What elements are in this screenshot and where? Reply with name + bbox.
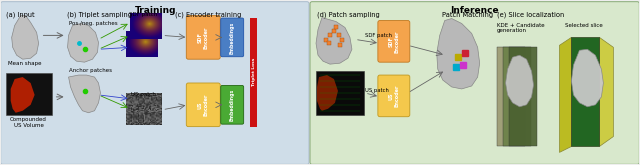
FancyBboxPatch shape: [502, 47, 531, 147]
Polygon shape: [436, 18, 479, 89]
Polygon shape: [316, 17, 352, 64]
Polygon shape: [68, 75, 100, 113]
Text: Training: Training: [134, 6, 176, 15]
Polygon shape: [572, 37, 600, 147]
Text: US
Encoder: US Encoder: [388, 85, 399, 107]
Text: (c) Encoder training: (c) Encoder training: [175, 12, 242, 18]
Text: (b) Triplet sampling: (b) Triplet sampling: [67, 12, 132, 18]
FancyBboxPatch shape: [497, 47, 525, 147]
FancyBboxPatch shape: [250, 17, 257, 127]
FancyBboxPatch shape: [6, 73, 52, 115]
Polygon shape: [317, 75, 338, 111]
Text: SDF
Encoder: SDF Encoder: [198, 26, 209, 49]
Polygon shape: [68, 23, 99, 62]
FancyBboxPatch shape: [1, 2, 309, 164]
FancyBboxPatch shape: [316, 71, 364, 115]
Text: Compounded
US Volume: Compounded US Volume: [10, 117, 47, 128]
Text: Anchor patches: Anchor patches: [68, 68, 111, 73]
Text: Inference: Inference: [451, 6, 499, 15]
Polygon shape: [12, 16, 38, 59]
Text: Patch Matching: Patch Matching: [442, 12, 493, 18]
FancyBboxPatch shape: [221, 18, 244, 57]
Polygon shape: [506, 55, 534, 107]
Text: Triplet Loss: Triplet Loss: [252, 58, 255, 86]
Polygon shape: [572, 49, 604, 107]
Text: Embeddings: Embeddings: [230, 89, 235, 121]
Polygon shape: [600, 37, 613, 147]
FancyBboxPatch shape: [186, 16, 220, 59]
FancyBboxPatch shape: [509, 47, 536, 147]
FancyBboxPatch shape: [378, 75, 410, 117]
FancyBboxPatch shape: [378, 20, 410, 62]
Text: Selected slice: Selected slice: [566, 22, 604, 28]
Text: Pos./neg. patches: Pos./neg. patches: [68, 20, 117, 26]
Text: US patch: US patch: [365, 88, 388, 93]
Polygon shape: [11, 77, 35, 113]
FancyBboxPatch shape: [310, 2, 639, 164]
Text: (e) Slice localization: (e) Slice localization: [497, 12, 564, 18]
Text: (a) Input: (a) Input: [6, 12, 35, 18]
FancyBboxPatch shape: [186, 83, 220, 127]
Text: US patch: US patch: [131, 92, 156, 97]
Text: SDF
Encoder: SDF Encoder: [388, 30, 399, 52]
Text: SDF patch: SDF patch: [365, 33, 392, 38]
Polygon shape: [559, 37, 572, 152]
FancyBboxPatch shape: [221, 85, 244, 124]
Text: (d) Patch sampling: (d) Patch sampling: [317, 12, 380, 18]
Text: KDE + Candidate
generation: KDE + Candidate generation: [497, 22, 544, 33]
Text: Embeddings: Embeddings: [230, 21, 235, 53]
Text: Mean shape: Mean shape: [8, 61, 42, 66]
Text: SDF patch: SDF patch: [129, 12, 157, 17]
Text: US
Encoder: US Encoder: [198, 94, 209, 116]
